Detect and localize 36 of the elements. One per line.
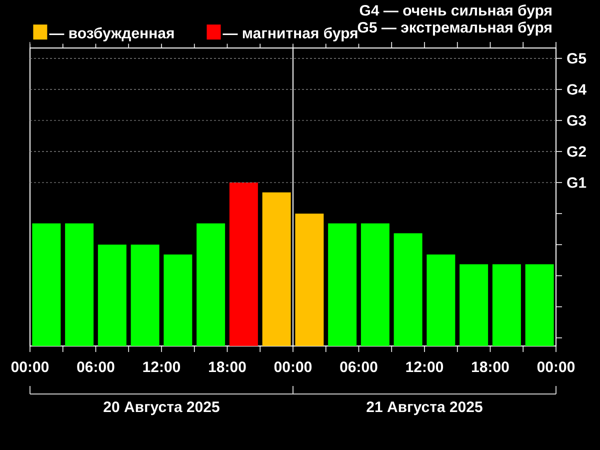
x-tick-label: 06:00 xyxy=(77,362,114,372)
bar xyxy=(328,223,357,346)
ref-line-label: G2 xyxy=(567,146,586,157)
bar xyxy=(196,223,226,346)
legend-label: — возбужденная xyxy=(49,27,174,42)
x-tick-label: 00:00 xyxy=(11,362,49,372)
bar xyxy=(492,264,521,346)
text: G5 — экстремальная буря xyxy=(358,22,552,36)
x-tick-label: 00:00 xyxy=(274,362,312,372)
ref-line-label: G1 xyxy=(567,177,586,188)
x-tick-label: 18:00 xyxy=(209,362,246,372)
ref-line-label: G4 xyxy=(567,84,586,95)
bar xyxy=(394,233,422,346)
bar xyxy=(32,223,61,346)
x-tick-label: 00:00 xyxy=(537,362,575,372)
x-tick-label: 12:00 xyxy=(406,362,444,372)
bar xyxy=(426,254,456,346)
bar xyxy=(65,223,94,346)
x-tick-label: 18:00 xyxy=(472,362,509,372)
bar xyxy=(525,264,554,346)
bar xyxy=(130,244,160,346)
bar xyxy=(360,223,390,346)
bar xyxy=(262,192,291,346)
bar xyxy=(295,214,324,346)
text: G4 — очень сильная буря xyxy=(360,4,552,19)
ref-line-label: G3 xyxy=(567,115,586,126)
text: 20 Августа 2025 xyxy=(104,402,220,416)
text: 21 Августа 2025 xyxy=(366,402,482,416)
x-tick-label: 12:00 xyxy=(143,362,180,372)
x-tick-label: 06:00 xyxy=(340,362,378,372)
bar xyxy=(164,254,192,346)
bar xyxy=(460,264,488,346)
legend-label: — магнитная буря xyxy=(222,27,358,42)
ref-line-label: G5 xyxy=(567,53,586,64)
bar xyxy=(229,182,258,346)
bar xyxy=(98,244,126,346)
